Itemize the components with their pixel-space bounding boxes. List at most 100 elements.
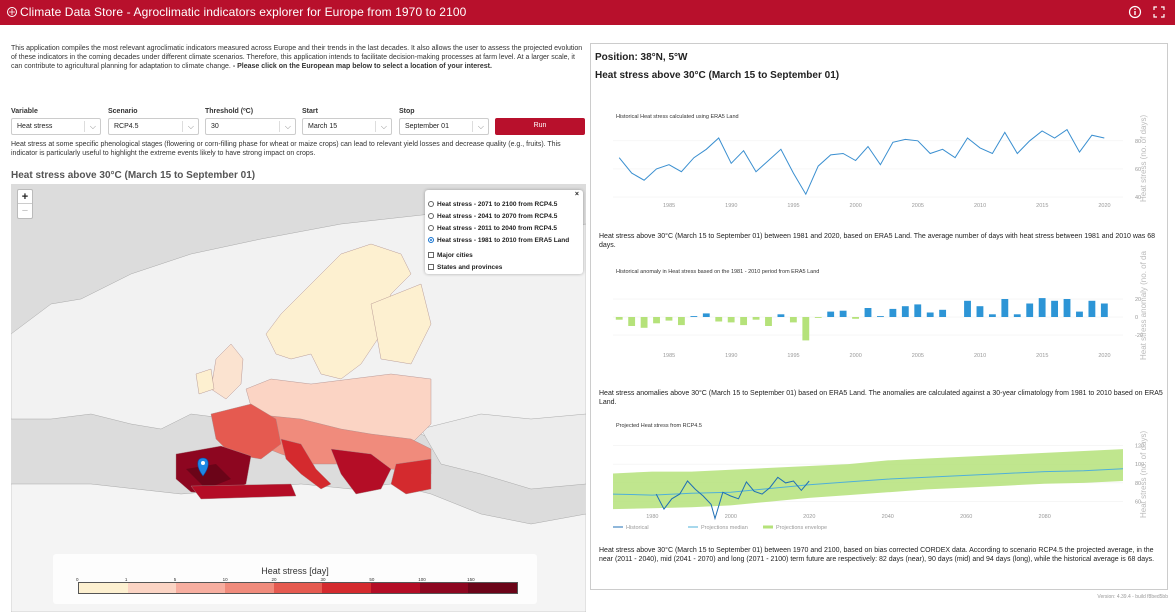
anomaly-bar <box>976 306 984 317</box>
legend-label: Historical <box>626 525 649 531</box>
version-label: Version: 4.39.4 - build f8bed5bb <box>1097 594 1168 600</box>
y-tick-label: 0 <box>1135 315 1138 321</box>
indicator-description: Heat stress at some specific phenologica… <box>11 141 561 157</box>
stop-select[interactable]: September 01 ⌵ <box>399 118 489 135</box>
fullscreen-icon[interactable] <box>1152 5 1166 19</box>
x-tick-label: 2000 <box>850 353 862 359</box>
x-tick-label: 1995 <box>787 353 799 359</box>
anomaly-bar <box>702 313 710 317</box>
anomaly-bar-chart: 20 0 -20 1985 1990 1995 2000 2005 2010 2015 2020 <box>613 297 1143 359</box>
overlay-option[interactable]: States and provinces <box>428 263 502 273</box>
y-tick-label: 80 <box>1135 139 1141 145</box>
x-tick-label: 2080 <box>1039 514 1051 520</box>
radio-button[interactable] <box>428 201 434 207</box>
anomaly-bar <box>715 317 723 322</box>
variable-select[interactable]: Heat stress ⌵ <box>11 118 101 135</box>
left-panel: This application compiles the most relev… <box>0 25 590 616</box>
threshold-select[interactable]: 30 ⌵ <box>205 118 296 135</box>
info-icon[interactable] <box>1128 5 1142 19</box>
anomaly-bar <box>1026 303 1034 317</box>
anomaly-bar <box>1038 298 1046 317</box>
anomaly-bar <box>615 317 623 320</box>
x-tick-label: 2015 <box>1036 353 1048 359</box>
location-marker-icon[interactable] <box>197 457 209 477</box>
europe-map[interactable]: + − × Heat stress - 2071 to 2100 from RC… <box>11 184 586 612</box>
legend-tick: 1 <box>124 577 128 582</box>
radio-button[interactable] <box>428 225 434 231</box>
anomaly-bar <box>964 300 971 317</box>
start-select[interactable]: March 15 ⌵ <box>302 118 392 135</box>
anomaly-bar <box>765 317 772 326</box>
overlay-option[interactable]: Major cities <box>428 251 473 261</box>
close-icon[interactable]: × <box>574 191 579 198</box>
overlay-label: States and provinces <box>437 264 503 271</box>
x-tick-label: 2040 <box>882 514 894 520</box>
x-tick-label: 2005 <box>912 203 924 209</box>
y-tick-label: 80 <box>1135 481 1141 487</box>
layer-option[interactable]: Heat stress - 2011 to 2040 from RCP4.5 <box>428 224 557 234</box>
legend-title: Heat stress [day] <box>261 566 329 576</box>
anomaly-bar <box>727 317 735 323</box>
legend-tick: 30 <box>320 577 326 582</box>
anomaly-bar <box>1013 314 1021 317</box>
chart2-description: Heat stress anomalies above 30°C (March … <box>599 390 1163 406</box>
x-tick-label: 1980 <box>646 514 658 520</box>
legend-swatch <box>79 583 128 593</box>
radio-button[interactable] <box>428 213 434 219</box>
map-legend: Heat stress [day] 0 1 5 10 20 30 50 100 150 <box>53 554 537 604</box>
anomaly-bar <box>1051 300 1059 317</box>
anomaly-bar <box>802 317 810 341</box>
y-tick-label: 100 <box>1135 462 1144 468</box>
legend-swatch <box>468 583 518 593</box>
x-tick-label: 2020 <box>1098 203 1110 209</box>
x-tick-label: 1990 <box>725 353 737 359</box>
anomaly-chart: Historical anomaly in Heat stress based … <box>591 251 1169 362</box>
legend-swatch <box>127 583 177 593</box>
zoom-out-button[interactable]: − <box>21 205 29 217</box>
x-tick-label: 2020 <box>1098 353 1110 359</box>
x-tick-label: 2005 <box>912 353 924 359</box>
legend-label: Projections envelope <box>776 525 827 531</box>
projection-line-chart: 120 100 80 60 1980 2000 2020 2040 2060 2080 Histor… <box>612 443 1144 531</box>
legend-tick: 10 <box>222 577 228 582</box>
legend-label: Projections median <box>701 525 748 531</box>
chevron-down-icon: ⌵ <box>477 122 484 131</box>
x-tick-label: 2010 <box>974 203 986 209</box>
y-tick-label: 120 <box>1135 443 1144 449</box>
run-button[interactable]: Run <box>495 118 585 135</box>
anomaly-bar <box>1001 299 1009 317</box>
threshold-label: Threshold (ºC) <box>205 108 254 115</box>
chevron-down-icon: ⌵ <box>284 122 291 131</box>
chevron-down-icon: ⌵ <box>187 122 194 131</box>
x-tick-label: 1985 <box>663 203 675 209</box>
chart-title: Historical Heat stress calculated using … <box>616 114 739 120</box>
historical-chart: Historical Heat stress calculated using … <box>591 102 1169 212</box>
position-label: Position: 38°N, 5°W <box>595 52 688 63</box>
anomaly-bar <box>1076 311 1083 317</box>
y-tick-label: -20 <box>1135 333 1143 339</box>
legend-tick: 50 <box>369 577 375 582</box>
anomaly-bar <box>901 306 909 317</box>
layer-option[interactable]: Heat stress - 2071 to 2100 from RCP4.5 <box>428 200 557 210</box>
intro-text: This application compiles the most relev… <box>11 45 583 70</box>
anomaly-bar <box>926 312 934 317</box>
x-tick-label: 1990 <box>725 203 737 209</box>
radio-button-selected[interactable] <box>428 237 434 243</box>
legend-tick: 150 <box>467 577 475 582</box>
legend-swatch <box>273 583 323 593</box>
checkbox[interactable] <box>428 252 434 258</box>
anomaly-bar <box>628 317 636 326</box>
y-axis-label: Heat stress (no. of days) <box>1139 114 1148 202</box>
x-tick-label: 2015 <box>1036 203 1048 209</box>
scenario-select[interactable]: RCP4.5 ⌵ <box>108 118 199 135</box>
map-canvas[interactable] <box>11 184 586 612</box>
anomaly-bar <box>640 317 648 328</box>
layer-option[interactable]: Heat stress - 1981 to 2010 from ERA5 Lan… <box>428 236 569 246</box>
chart-title: Projected Heat stress from RCP4.5 <box>616 423 702 429</box>
zoom-in-button[interactable]: + <box>18 190 32 204</box>
legend-swatch <box>225 583 274 593</box>
x-tick-label: 1995 <box>787 203 799 209</box>
legend-swatch <box>371 583 420 593</box>
checkbox[interactable] <box>428 264 434 270</box>
layer-option[interactable]: Heat stress - 2041 to 2070 from RCP4.5 <box>428 212 557 222</box>
